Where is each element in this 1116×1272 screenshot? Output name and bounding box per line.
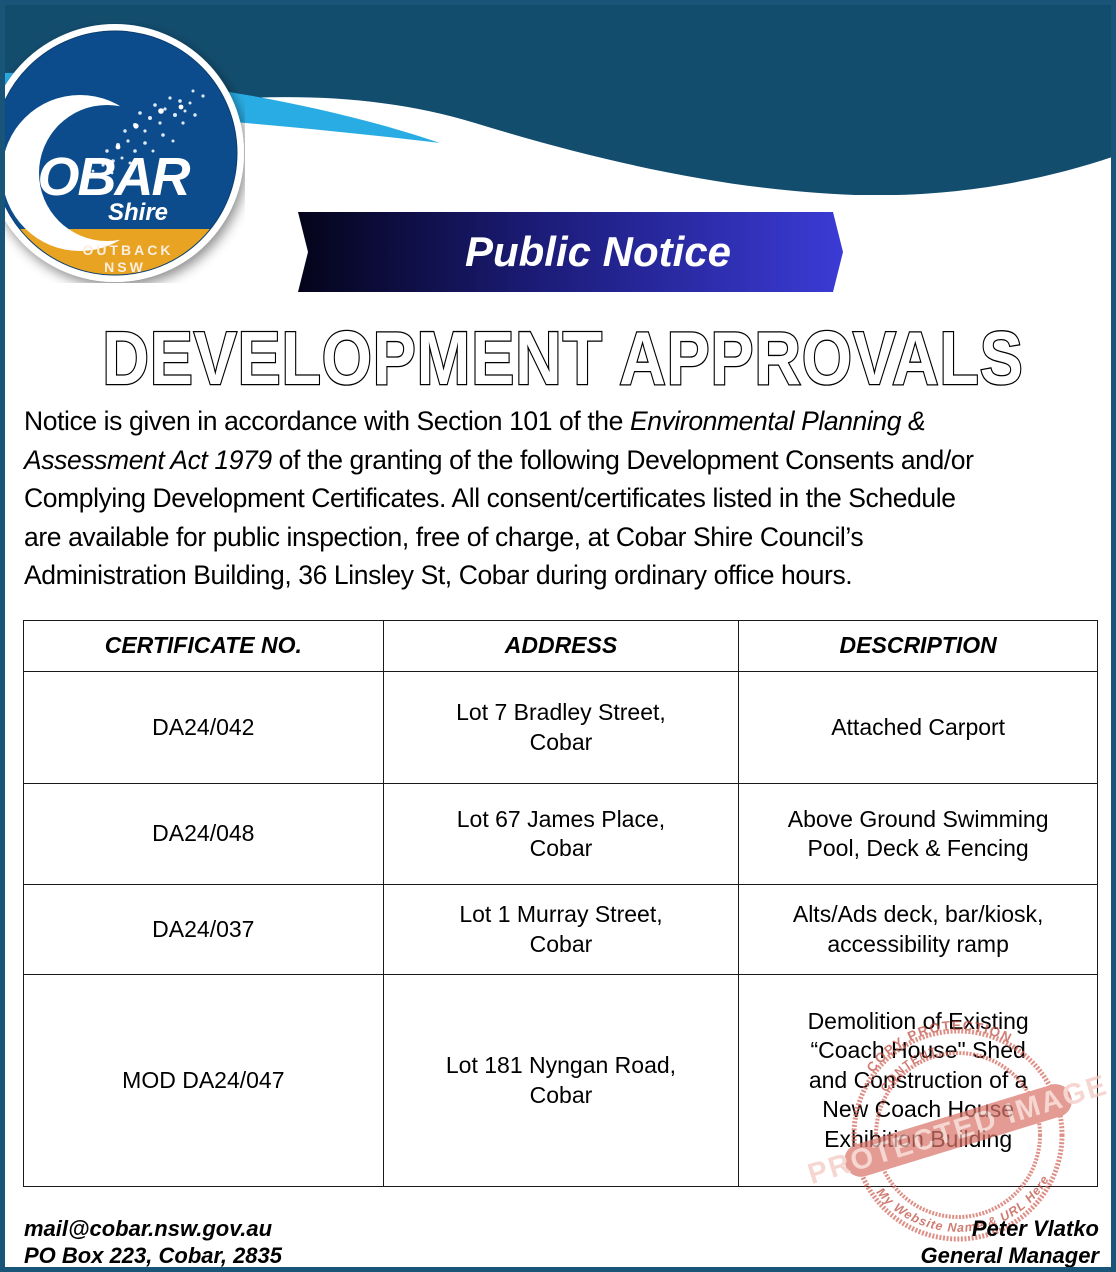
svg-text:Public Notice: Public Notice — [465, 228, 731, 275]
svg-text:OUTBACK: OUTBACK — [83, 242, 174, 258]
svg-text:Shire: Shire — [108, 199, 168, 226]
svg-text:OBAR: OBAR — [38, 147, 191, 207]
